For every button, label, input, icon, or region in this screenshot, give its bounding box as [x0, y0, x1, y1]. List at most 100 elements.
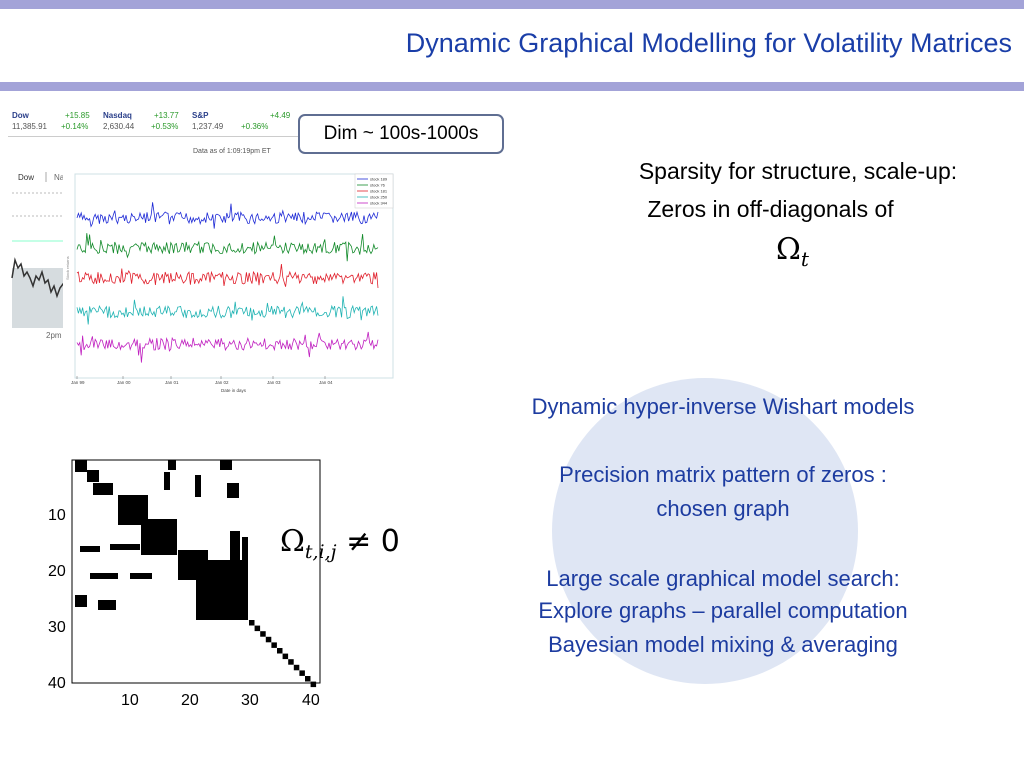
stock-x-tick-label: Jan 03 [267, 380, 281, 385]
ticker-nasdaq-value: 2,630.44 [103, 122, 135, 131]
matrix-x-axis: 10 20 30 40 [121, 692, 320, 709]
matrix-diagonal-cell [310, 681, 317, 688]
ticker-asof: Data as of 1:09:19pm ET [193, 148, 271, 155]
ticker-dow-change: +15.85 [65, 111, 90, 120]
stock-legend-label: stock 189 [370, 177, 388, 182]
matrix-diagonal-cell [299, 670, 305, 676]
omega-subscript: t [800, 247, 809, 271]
matrix-cell [130, 573, 152, 579]
matrix-cell [75, 595, 87, 607]
mini-chart-time-label: 2pm [46, 331, 62, 340]
ticker-nasdaq-pct: +0.53% [151, 122, 179, 131]
matrix-cell [98, 600, 116, 610]
stock-legend-label: stock 250 [370, 195, 388, 200]
stock-x-tick-label: Jan 01 [165, 380, 179, 385]
bullet-precision-line-1: Precision matrix pattern of zeros : [559, 462, 887, 487]
precision-matrix-pattern: 10 20 30 40 10 20 30 40 [48, 459, 321, 709]
stock-series-line [76, 296, 379, 325]
background-circle [552, 378, 858, 684]
not-equal-zero: ≠ 0 [346, 524, 400, 559]
mini-chart-line [11, 257, 72, 299]
matrix-cell [196, 560, 248, 620]
matrix-diagonal-cell [265, 636, 272, 643]
matrix-y-tick: 40 [48, 675, 66, 692]
matrix-diagonal-cell [254, 625, 261, 632]
matrix-x-tick: 30 [241, 692, 259, 709]
matrix-cell [164, 472, 170, 490]
stock-x-tick-label: Jan 00 [117, 380, 131, 385]
matrix-x-tick: 10 [121, 692, 139, 709]
ticker-sp-label: S&P [192, 111, 209, 120]
matrix-cell [230, 531, 240, 563]
stock-x-tick-label: Jan 99 [71, 380, 85, 385]
matrix-y-axis: 10 20 30 40 [48, 507, 66, 692]
ticker-dow-label: Dow [12, 111, 29, 120]
matrix-y-tick: 10 [48, 507, 66, 524]
stock-series-line [76, 264, 379, 289]
matrix-diagonal-cell [249, 620, 255, 626]
stock-chart-ylabel: Stock returns [65, 256, 70, 280]
ticker-dow-pct: +0.14% [61, 122, 89, 131]
stock-series-line [76, 233, 379, 262]
stock-legend-label: stock 344 [370, 201, 388, 206]
omega-symbol: Ω [776, 232, 801, 267]
stock-legend-label: stock 76 [370, 183, 386, 188]
stock-chart-xlabel: Date in days [221, 388, 247, 393]
matrix-diagonal-cell [277, 648, 283, 654]
bullet-search-line-2: Explore graphs – parallel computation [538, 598, 908, 623]
ticker-dow-value: 11,385.91 [12, 122, 47, 131]
matrix-x-tick: 20 [181, 692, 199, 709]
stock-series-line [76, 331, 379, 363]
mini-dow-chart: Dow Nas 2pm [10, 172, 72, 340]
matrix-y-tick: 30 [48, 619, 66, 636]
omega-symbol: Ω [280, 524, 305, 559]
matrix-cell [227, 483, 239, 498]
dimension-callout-box: Dim ~ 100s-1000s [298, 114, 504, 154]
matrix-cell [90, 573, 118, 579]
matrix-cell [242, 537, 248, 563]
matrix-diagonal-cell [271, 642, 277, 648]
matrix-cell [168, 460, 176, 470]
matrix-cell [220, 460, 232, 470]
matrix-cell [141, 519, 177, 555]
ticker-nasdaq-change: +13.77 [154, 111, 179, 120]
top-rule [0, 0, 1024, 9]
mini-chart-tab-dow: Dow [18, 173, 34, 182]
bullet-search-line-3: Bayesian model mixing & averaging [548, 632, 898, 657]
stock-legend-label: stock 181 [370, 189, 388, 194]
stock-x-tick-label: Jan 04 [319, 380, 333, 385]
slide-title: Dynamic Graphical Modelling for Volatili… [405, 28, 1012, 58]
bullet-precision-line-2: chosen graph [656, 496, 790, 521]
market-ticker: Dow +15.85 11,385.91 +0.14% Nasdaq +13.7… [8, 108, 300, 160]
omega-indices: t,i,j [304, 541, 337, 563]
matrix-cell [93, 483, 113, 495]
matrix-diagonal-cell [288, 659, 294, 665]
matrix-diagonal-cell [260, 631, 266, 637]
omega-t-formula: Ωt [776, 232, 809, 271]
sparsity-line-1: Sparsity for structure, scale-up: [638, 158, 958, 184]
bullet-dhiw: Dynamic hyper-inverse Wishart models [531, 394, 915, 419]
matrix-cell [75, 460, 87, 472]
matrix-cell [87, 470, 99, 482]
stock-x-tick-label: Jan 02 [215, 380, 229, 385]
matrix-cell [110, 544, 140, 550]
stock-x-axis: Jan 99 Jan 00 Jan 01 Jan 02 Jan 03 Jan 04 [71, 376, 333, 385]
ticker-sp-change: +4.49 [270, 111, 291, 120]
stock-series-line [76, 202, 379, 229]
matrix-diagonal-cell [293, 664, 300, 671]
stock-series-group [76, 202, 379, 363]
matrix-diagonal [249, 620, 317, 688]
omega-nonzero-formula: Ωt,i,j ≠ 0 [280, 524, 400, 563]
ticker-sp-value: 1,237.49 [192, 122, 224, 131]
matrix-x-tick: 40 [302, 692, 320, 709]
matrix-cells [75, 460, 248, 620]
mini-chart-tab-nas: Nas [54, 173, 68, 182]
stock-chart-frame [74, 173, 394, 379]
mini-chart-area [12, 268, 72, 328]
matrix-cell [80, 546, 100, 552]
stock-chart-bg [63, 170, 395, 396]
matrix-y-tick: 20 [48, 563, 66, 580]
bullet-search-line-1: Large scale graphical model search: [546, 566, 900, 591]
